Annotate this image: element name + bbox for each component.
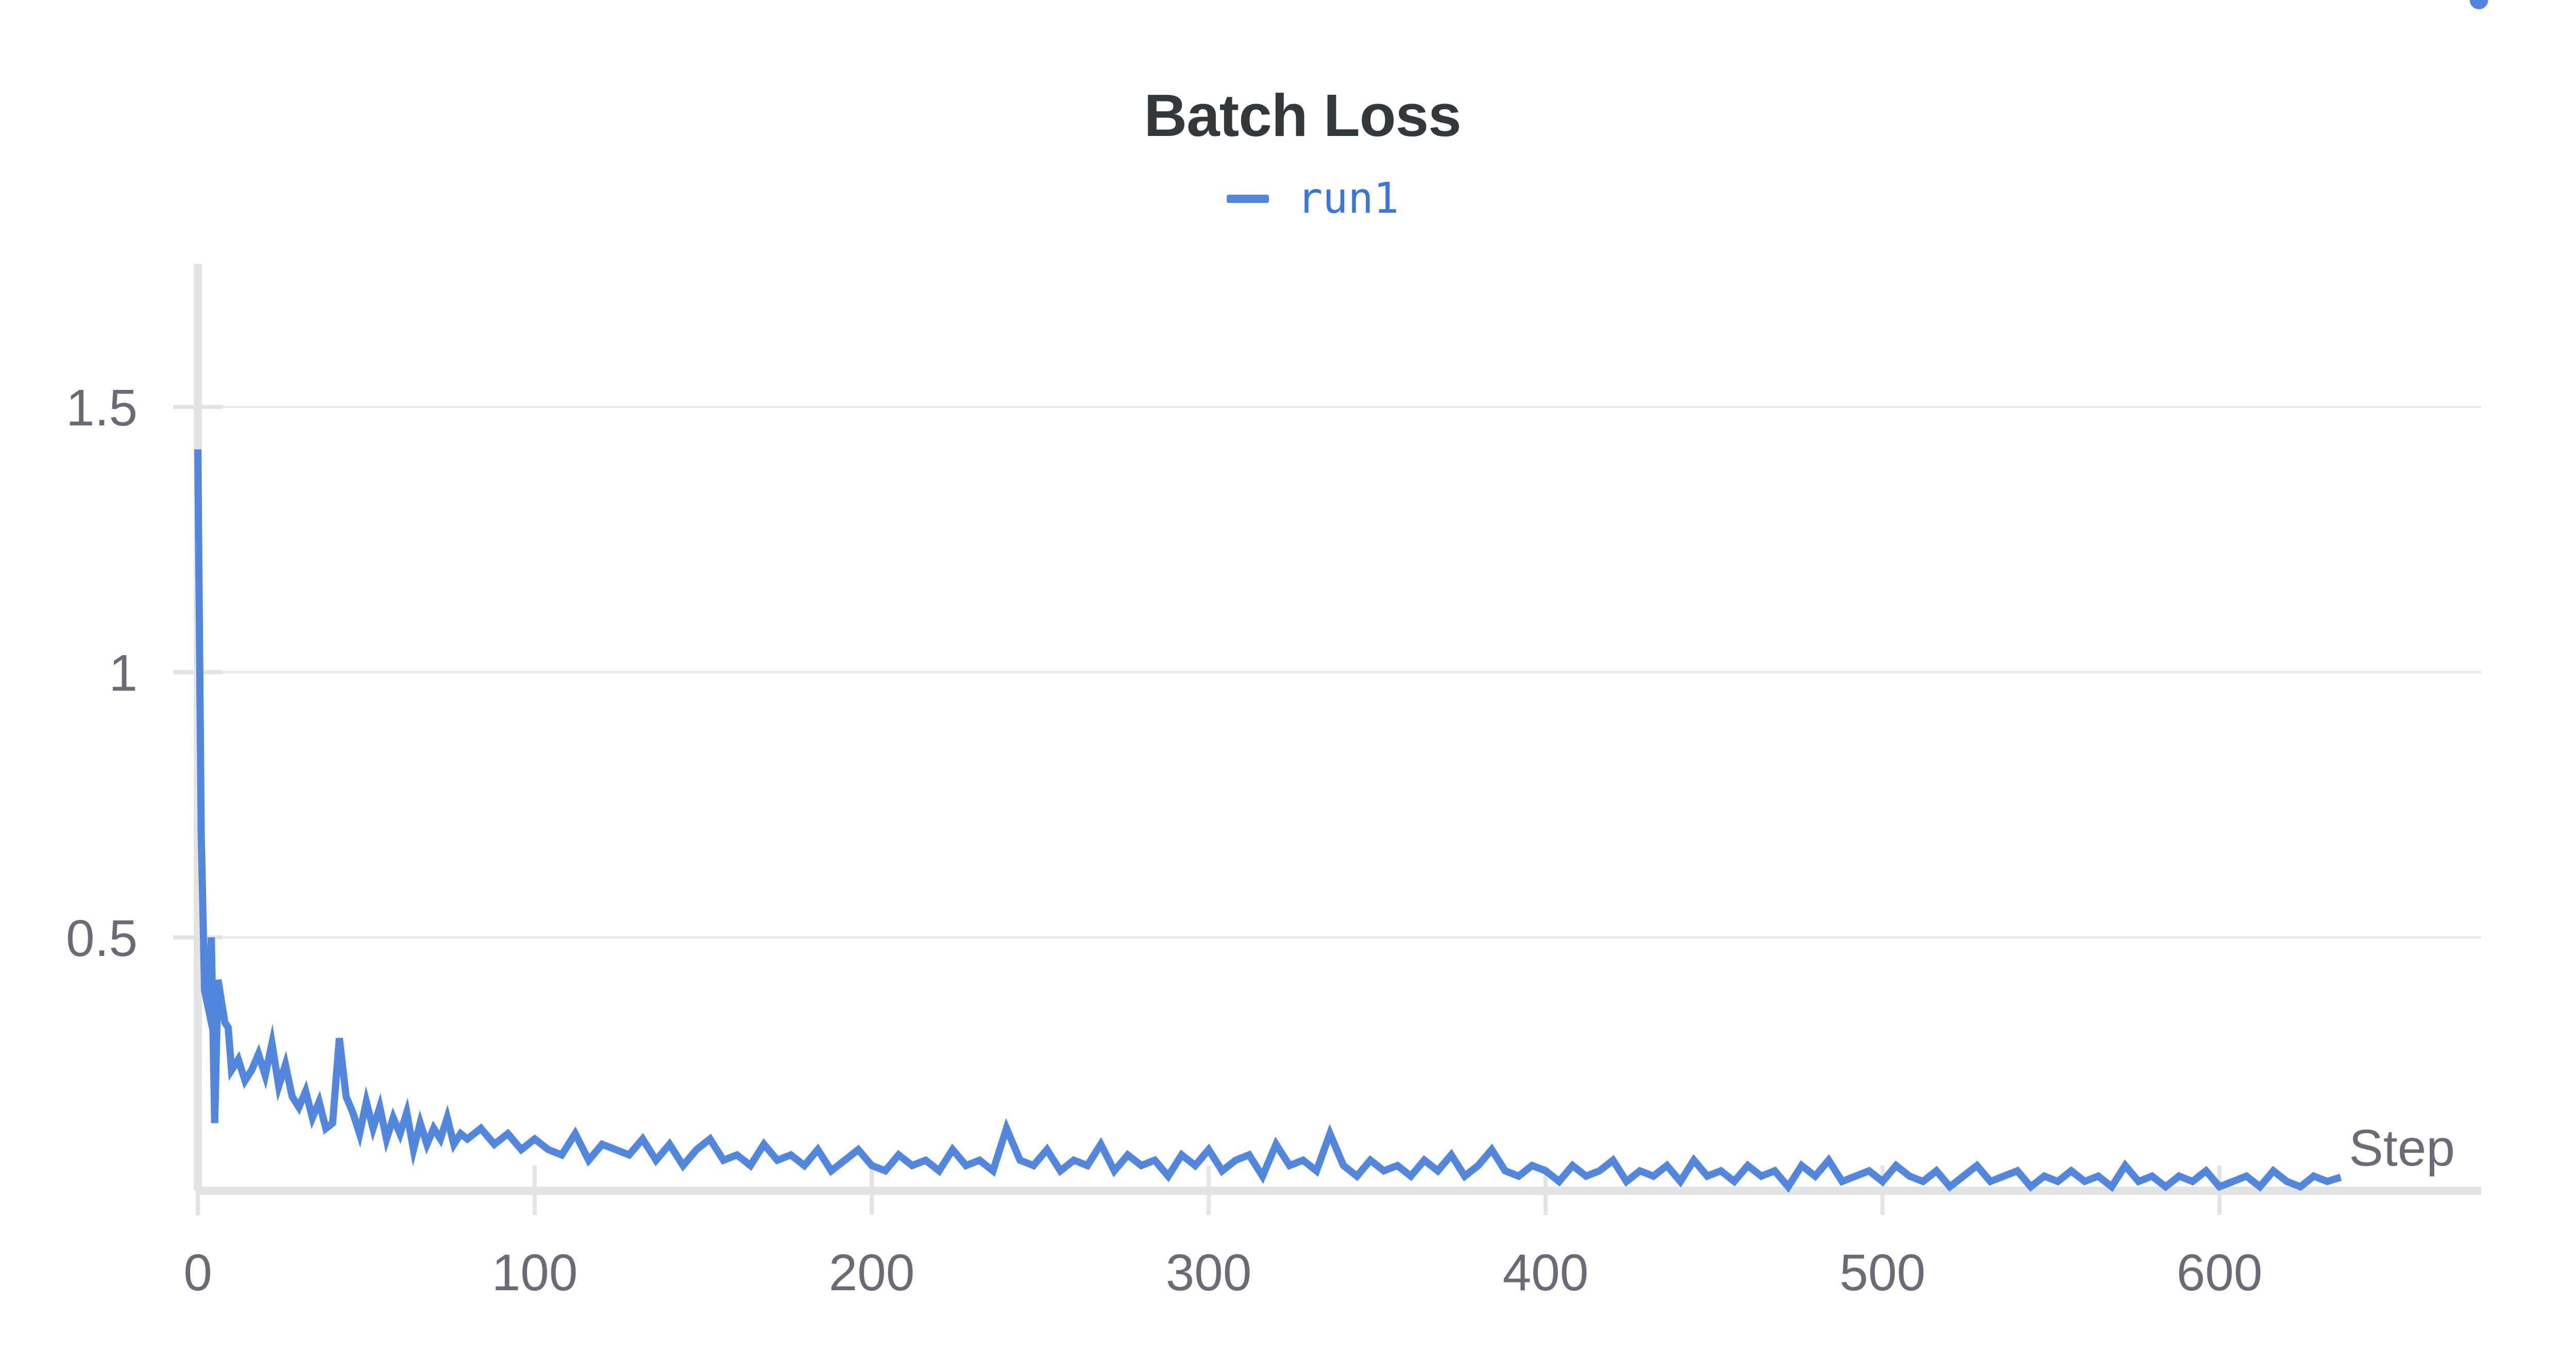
x-tick-mark xyxy=(870,1166,874,1215)
legend: run1 xyxy=(0,178,2576,220)
gridline xyxy=(202,671,2481,673)
x-tick-label: 0 xyxy=(183,1244,212,1302)
x-tick-mark xyxy=(1207,1166,1211,1215)
y-tick-mark xyxy=(173,405,223,409)
x-tick-mark xyxy=(1880,1166,1885,1215)
gridline xyxy=(202,936,2481,938)
x-tick-label: 100 xyxy=(492,1244,578,1302)
x-ticks: 0 100 200 300 400 500 600 xyxy=(183,1166,2262,1302)
x-tick-label: 500 xyxy=(1840,1244,1926,1302)
series-line-run1[interactable] xyxy=(194,449,2342,1193)
x-axis-title: Step xyxy=(2349,1119,2455,1177)
chart-title: Batch Loss xyxy=(1144,82,1461,149)
y-ticks: 0.5 1 1.5 xyxy=(66,379,223,967)
x-axis xyxy=(196,1187,2481,1195)
y-tick-label: 1 xyxy=(109,644,138,702)
x-tick-label: 600 xyxy=(2177,1244,2263,1302)
x-tick-label: 200 xyxy=(829,1244,915,1302)
x-tick-label: 300 xyxy=(1166,1244,1252,1302)
x-tick-label: 400 xyxy=(1503,1244,1589,1302)
x-tick-mark xyxy=(533,1166,537,1215)
y-tick-label: 0.5 xyxy=(66,910,138,967)
y-tick-mark xyxy=(173,935,223,939)
gridline xyxy=(202,406,2481,408)
gridlines xyxy=(202,406,2481,938)
x-tick-mark xyxy=(196,1191,200,1216)
legend-line-swatch-icon xyxy=(1226,195,1269,203)
x-tick-mark xyxy=(1544,1166,1548,1215)
y-tick-label: 1.5 xyxy=(66,379,138,437)
x-axis-line xyxy=(196,1187,2481,1195)
series-end-marker[interactable] xyxy=(2469,0,2488,9)
legend-item-run1[interactable]: run1 xyxy=(1297,174,1399,223)
